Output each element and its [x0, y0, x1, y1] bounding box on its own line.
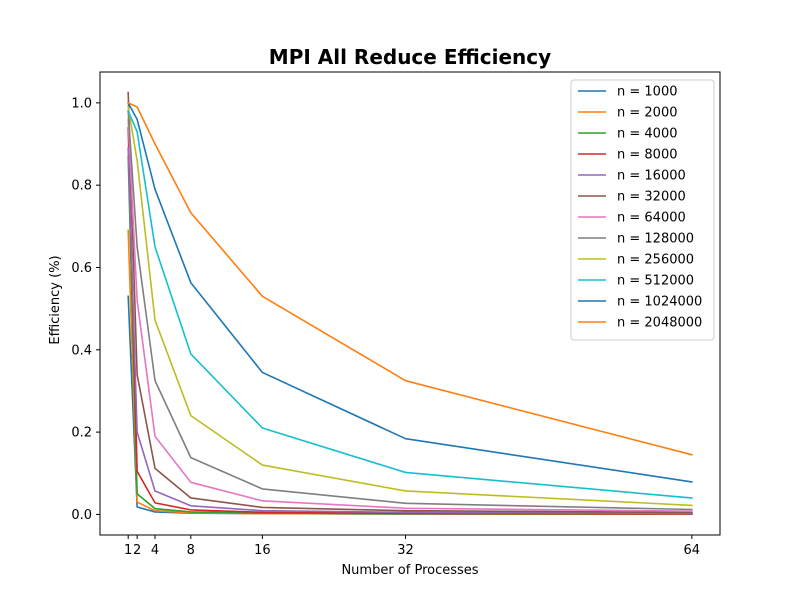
legend-label-10: n = 1024000	[617, 295, 702, 310]
legend-label-5: n = 32000	[617, 190, 686, 205]
legend-label-2: n = 4000	[617, 127, 677, 142]
series-line-11	[127, 101, 693, 456]
series-line-9	[127, 110, 693, 499]
series-line-6	[127, 118, 693, 512]
legend-label-9: n = 512000	[617, 274, 694, 289]
y-tick-label-1: 0.2	[71, 426, 92, 441]
y-tick-label-0: 0.0	[71, 508, 92, 523]
series-line-3	[127, 126, 693, 515]
legend-label-11: n = 2048000	[617, 316, 702, 331]
x-tick-label-5: 32	[397, 543, 414, 558]
series-line-4	[127, 147, 693, 515]
legend-box	[570, 79, 715, 341]
legend-label-7: n = 128000	[617, 232, 694, 247]
series-line-10	[127, 101, 693, 483]
y-tick-label-5: 1.0	[71, 96, 92, 111]
x-tick-label-3: 8	[187, 543, 195, 558]
x-tick-label-0: 1	[124, 543, 132, 558]
y-tick-label-3: 0.6	[71, 261, 92, 276]
legend-label-4: n = 16000	[617, 169, 686, 184]
legend: n = 1000 n = 2000 n = 4000 n = 8000 n = 1600…	[570, 79, 715, 341]
legend-label-0: n = 1000	[617, 85, 677, 100]
y-axis-label: Efficiency (%)	[48, 255, 63, 344]
chart-title: MPI All Reduce Efficiency	[269, 45, 551, 69]
x-tick-label-2: 4	[151, 543, 159, 558]
legend-label-3: n = 8000	[617, 148, 677, 163]
legend-label-6: n = 64000	[617, 211, 686, 226]
x-axis-label: Number of Processes	[341, 563, 478, 578]
plot-area: 1 2 4 8 16 32 64 0.0 0.2 0.4 0.6 0.8 1.0	[71, 71, 721, 558]
y-tick-label-2: 0.4	[71, 343, 92, 358]
legend-label-1: n = 2000	[617, 106, 677, 121]
x-tick-label-1: 2	[133, 543, 141, 558]
x-tick-label-6: 64	[684, 543, 701, 558]
y-tick-label-4: 0.8	[71, 179, 92, 194]
series-line-7	[127, 110, 693, 511]
x-tick-label-4: 16	[254, 543, 271, 558]
series-line-5	[127, 91, 693, 514]
legend-label-8: n = 256000	[617, 253, 694, 268]
plot-frame	[99, 71, 721, 536]
series-line-8	[127, 106, 693, 507]
